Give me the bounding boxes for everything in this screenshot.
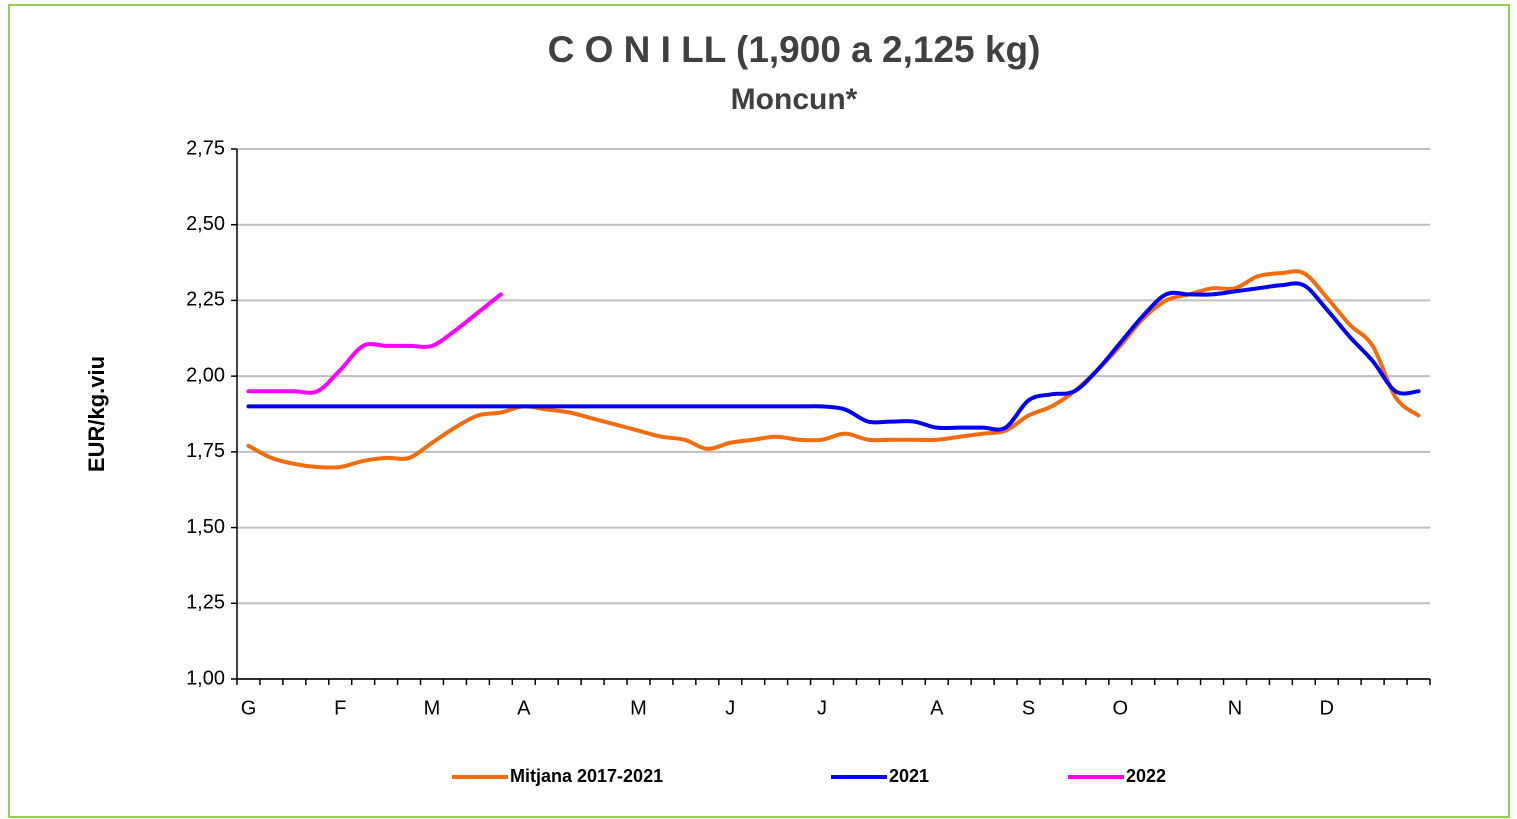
legend-label: 2022: [1126, 766, 1166, 786]
y-tick-label: 1,75: [186, 440, 225, 462]
x-tick-label: J: [817, 697, 827, 719]
x-tick-label: G: [241, 697, 257, 719]
series-line: [246, 269, 1421, 470]
y-tick-label: 2,00: [186, 364, 225, 386]
x-tick-label: F: [334, 697, 346, 719]
x-tick-label: A: [517, 697, 531, 719]
legend-label: 2021: [889, 766, 929, 786]
y-tick-label: 1,00: [186, 667, 225, 689]
x-tick-label: D: [1320, 697, 1334, 719]
series-line: [246, 281, 1421, 432]
chart-title: C O N I LL (1,900 a 2,125 kg): [548, 29, 1041, 70]
legend-label: Mitjana 2017-2021: [510, 766, 663, 786]
x-tick-label: M: [630, 697, 647, 719]
x-tick-label: S: [1022, 697, 1035, 719]
y-tick-label: 2,25: [186, 289, 225, 311]
y-tick-label: 1,50: [186, 516, 225, 538]
x-tick-label: N: [1228, 697, 1242, 719]
x-tick-label: J: [725, 697, 735, 719]
y-tick-label: 1,25: [186, 592, 225, 614]
y-tick-label: 2,50: [186, 213, 225, 235]
y-axis-label: EUR/kg.viu: [84, 356, 109, 472]
frame: [8, 4, 1510, 818]
series-line: [246, 292, 503, 395]
chart-subtitle: Moncun*: [731, 83, 858, 116]
x-tick-label: M: [424, 697, 441, 719]
x-tick-label: O: [1112, 697, 1128, 719]
x-tick-label: A: [930, 697, 944, 719]
y-tick-label: 2,75: [186, 137, 225, 159]
